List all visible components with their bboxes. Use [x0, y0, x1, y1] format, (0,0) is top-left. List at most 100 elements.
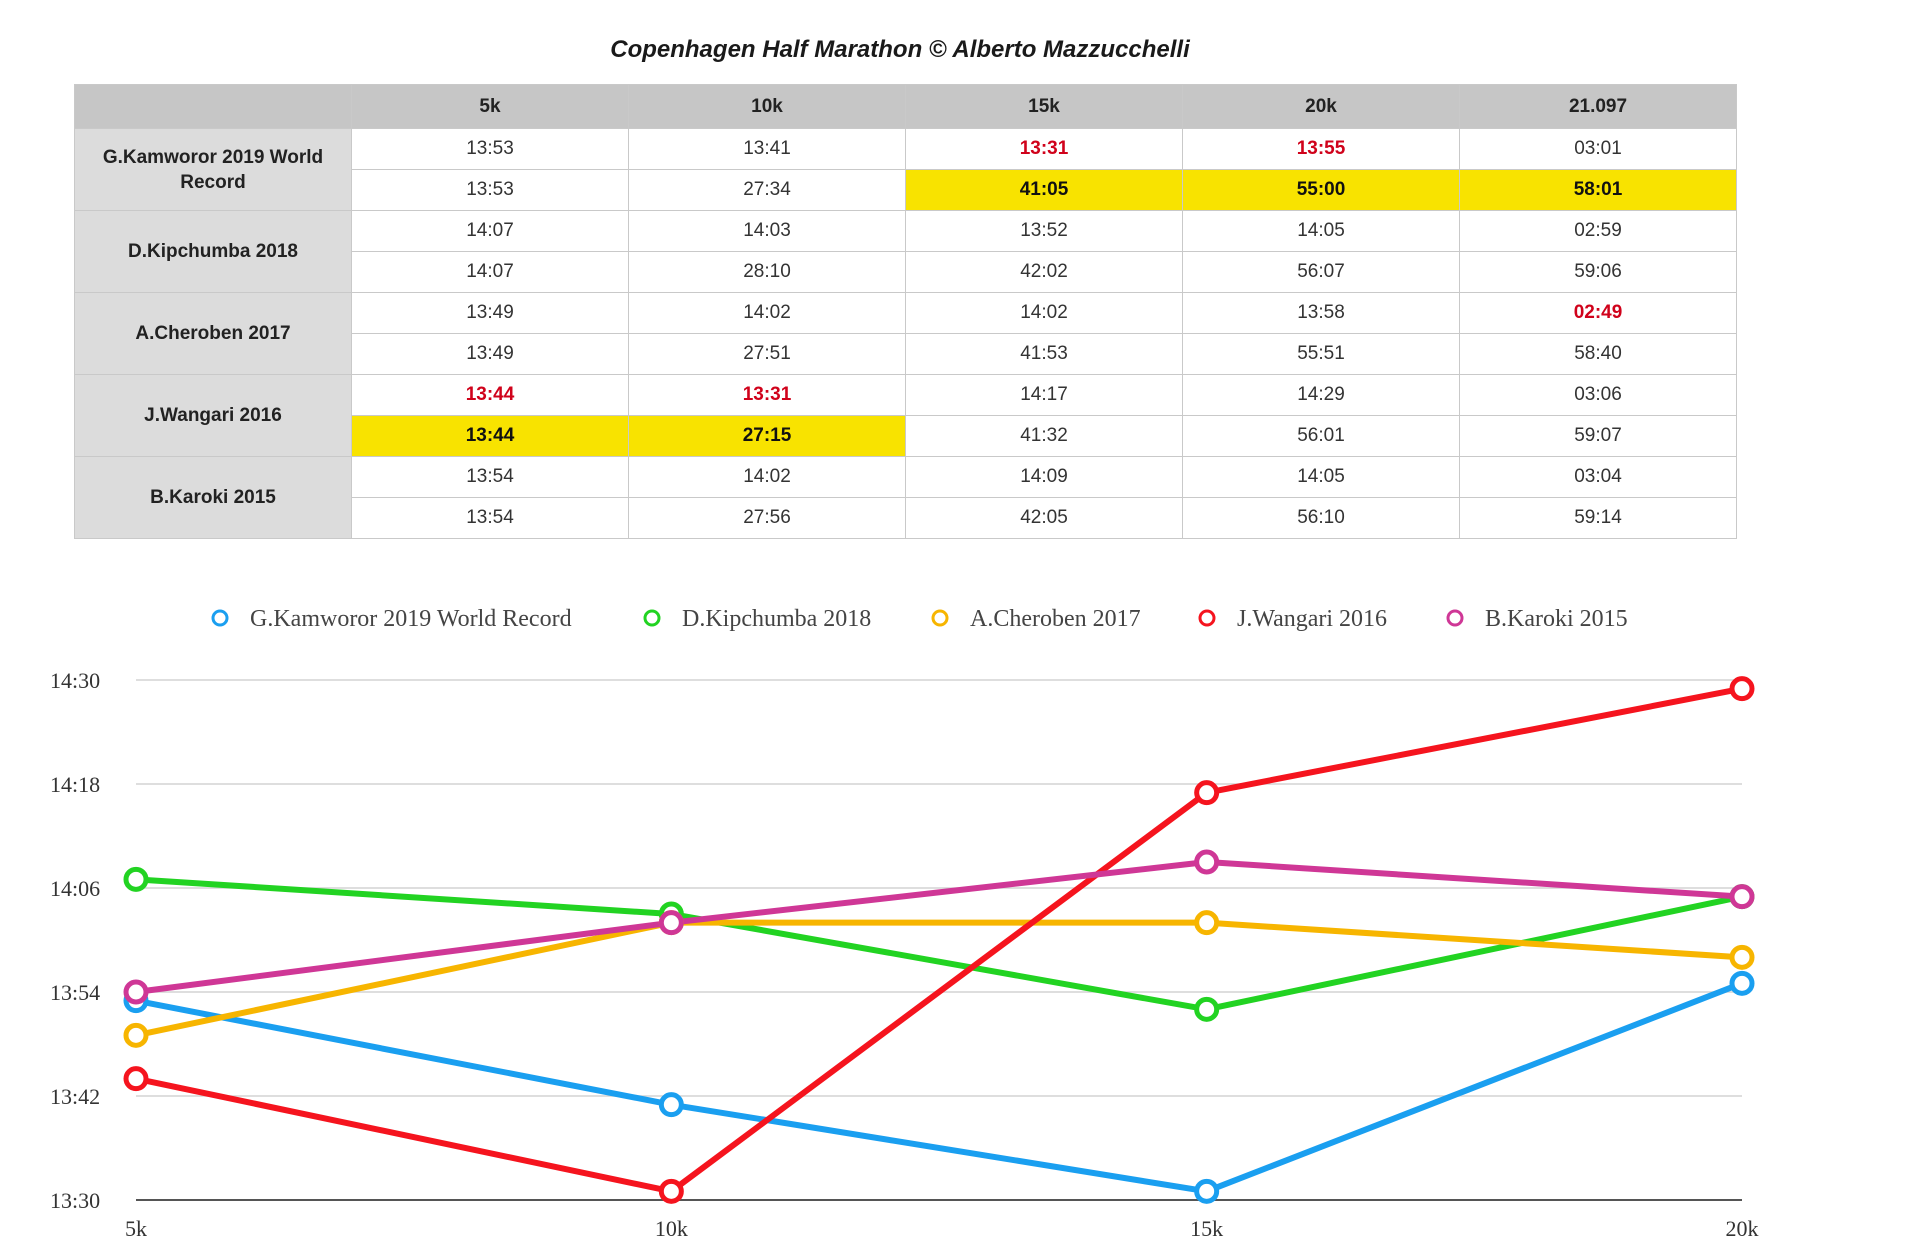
y-tick-label: 13:54 [50, 980, 100, 1005]
cumulative-cell: 41:05 [905, 169, 1183, 211]
cumulative-cell: 13:54 [351, 497, 629, 539]
series-line [135, 685, 1743, 1195]
data-point [1194, 1178, 1220, 1204]
split-cell: 13:49 [351, 292, 629, 334]
table-row: J.Wangari 2016 13:44 13:31 14:17 14:29 03:06 [74, 374, 1737, 457]
column-header-20k: 20k [1182, 84, 1460, 129]
data-point [1194, 780, 1220, 806]
legend-marker [211, 609, 229, 627]
split-cell: 14:05 [1182, 456, 1460, 498]
cumulative-cell: 28:10 [628, 251, 906, 293]
data-point [123, 1066, 149, 1092]
x-axis: 5k 10k 15k 20k [125, 1216, 1759, 1241]
data-point [1729, 970, 1755, 996]
y-tick-label: 14:18 [50, 772, 100, 797]
cumulative-cell: 13:49 [351, 333, 629, 375]
x-tick-label: 5k [125, 1216, 147, 1241]
series-line [135, 876, 1743, 1013]
split-cell: 03:06 [1459, 374, 1737, 416]
cumulative-cell: 41:32 [905, 415, 1183, 457]
cumulative-cell: 13:44 [351, 415, 629, 457]
data-point [123, 979, 149, 1005]
cumulative-cell: 41:53 [905, 333, 1183, 375]
data-point [1194, 996, 1220, 1022]
split-cell: 14:05 [1182, 210, 1460, 252]
y-tick-label: 14:30 [50, 668, 100, 693]
split-cell: 13:55 [1182, 128, 1460, 170]
data-point [658, 910, 684, 936]
cumulative-cell: 55:00 [1182, 169, 1460, 211]
legend-item: J.Wangari 2016 [1198, 606, 1387, 632]
cumulative-cell: 58:01 [1459, 169, 1737, 211]
data-point [1729, 676, 1755, 702]
split-cell: 13:41 [628, 128, 906, 170]
table-row: G.Kamworor 2019 World Record 13:53 13:41 13… [74, 128, 1737, 211]
column-header-10k: 10k [628, 84, 906, 129]
split-cell: 14:02 [905, 292, 1183, 334]
cumulative-cell: 27:15 [628, 415, 906, 457]
cumulative-cell: 42:05 [905, 497, 1183, 539]
cumulative-cell: 55:51 [1182, 333, 1460, 375]
cumulative-cell: 56:07 [1182, 251, 1460, 293]
table-row: 13:44 27:15 41:32 56:01 59:07 [75, 415, 1737, 457]
column-header-5k: 5k [351, 84, 629, 129]
cumulative-cell: 56:10 [1182, 497, 1460, 539]
column-header-runner [74, 84, 352, 129]
cumulative-cell: 27:56 [628, 497, 906, 539]
legend-label: D.Kipchumba 2018 [682, 606, 871, 632]
table-row: A.Cheroben 2017 13:49 14:02 14:02 13:58 02:49 [74, 292, 1737, 375]
split-cell: 13:52 [905, 210, 1183, 252]
y-tick-label: 13:30 [50, 1188, 100, 1213]
split-cell: 03:04 [1459, 456, 1737, 498]
split-cell: 14:02 [628, 456, 906, 498]
split-cell: 02:59 [1459, 210, 1737, 252]
split-times-chart: G.Kamworor 2019 World Record D.Kipchumba … [50, 606, 1759, 1241]
data-point [1729, 944, 1755, 970]
split-cell: 14:17 [905, 374, 1183, 416]
cumulative-cell: 59:06 [1459, 251, 1737, 293]
table-row: D.Kipchumba 2018 14:07 14:03 13:52 14:05 02:5… [74, 210, 1737, 293]
data-point [123, 1022, 149, 1048]
legend-item: D.Kipchumba 2018 [643, 606, 871, 632]
runner-name: A.Cheroben 2017 [74, 292, 352, 375]
table-row: 13:54 27:56 42:05 56:10 59:14 [75, 497, 1737, 539]
legend-marker [931, 609, 949, 627]
cumulative-cell: 59:07 [1459, 415, 1737, 457]
split-cell: 14:29 [1182, 374, 1460, 416]
split-cell: 13:31 [905, 128, 1183, 170]
split-cell: 03:01 [1459, 128, 1737, 170]
cumulative-cell: 27:34 [628, 169, 906, 211]
cumulative-cell: 59:14 [1459, 497, 1737, 539]
chart-legend: G.Kamworor 2019 World Record D.Kipchumba … [211, 606, 1628, 632]
split-cell: 13:54 [351, 456, 629, 498]
series-line [135, 919, 1743, 1039]
split-cell: 14:09 [905, 456, 1183, 498]
cumulative-cell: 56:01 [1182, 415, 1460, 457]
data-point [123, 866, 149, 892]
legend-label: B.Karoki 2015 [1485, 606, 1628, 632]
column-header-finish: 21.097 [1459, 84, 1737, 129]
legend-marker [1446, 609, 1464, 627]
legend-marker [643, 609, 661, 627]
data-point [1194, 849, 1220, 875]
y-tick-label: 13:42 [50, 1084, 100, 1109]
data-point [658, 1092, 684, 1118]
legend-label: J.Wangari 2016 [1237, 606, 1387, 632]
table-row: B.Karoki 2015 13:54 14:02 14:09 14:05 03:04 [74, 456, 1737, 539]
split-cell: 14:03 [628, 210, 906, 252]
y-axis: 13:30 13:42 13:54 14:06 14:18 14:30 [50, 668, 100, 1213]
split-cell: 13:58 [1182, 292, 1460, 334]
chart-gridlines [136, 679, 1742, 1201]
data-point [1194, 910, 1220, 936]
cumulative-cell: 58:40 [1459, 333, 1737, 375]
legend-label: G.Kamworor 2019 World Record [250, 606, 572, 632]
series-line [135, 980, 1744, 1195]
legend-marker [1198, 609, 1216, 627]
x-tick-label: 20k [1726, 1216, 1759, 1241]
x-tick-label: 15k [1190, 1216, 1223, 1241]
legend-label: A.Cheroben 2017 [970, 606, 1141, 632]
runner-name: J.Wangari 2016 [74, 374, 352, 457]
runner-name: D.Kipchumba 2018 [74, 210, 352, 293]
cumulative-cell: 42:02 [905, 251, 1183, 293]
series-line [135, 859, 1743, 995]
